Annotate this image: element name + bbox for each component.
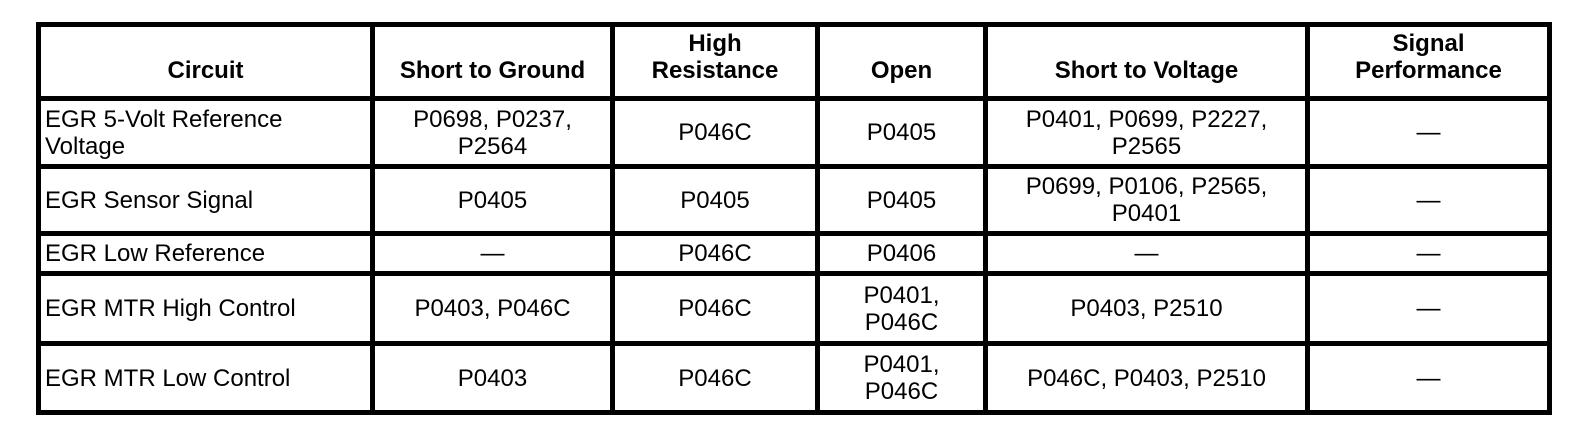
cell-short-to-voltage: P0401, P0699, P2227, P2565 bbox=[983, 96, 1310, 169]
cell-signal-performance: — bbox=[1305, 271, 1552, 346]
column-header-open: Open bbox=[815, 22, 988, 101]
cell-circuit: EGR MTR Low Control bbox=[36, 341, 375, 415]
cell-high-resistance: P0405 bbox=[610, 164, 820, 236]
cell-high-resistance: P046C bbox=[610, 271, 820, 346]
cell-open: P0401, P046C bbox=[815, 341, 988, 415]
cell-short-to-voltage: P046C, P0403, P2510 bbox=[983, 341, 1310, 415]
cell-open: P0405 bbox=[815, 164, 988, 236]
cell-high-resistance: P046C bbox=[610, 231, 820, 276]
table-row: EGR Low Reference — P046C P0406 — — bbox=[36, 231, 1552, 276]
column-header-circuit: Circuit bbox=[36, 22, 375, 101]
cell-short-to-ground: P0403, P046C bbox=[370, 271, 615, 346]
column-header-high-resistance: High Resistance bbox=[610, 22, 820, 101]
cell-short-to-voltage: P0699, P0106, P2565, P0401 bbox=[983, 164, 1310, 236]
header-row: Circuit Short to Ground High Resistance … bbox=[36, 22, 1552, 101]
cell-signal-performance: — bbox=[1305, 341, 1552, 415]
cell-high-resistance: P046C bbox=[610, 96, 820, 169]
column-header-short-to-ground: Short to Ground bbox=[370, 22, 615, 101]
table-row: EGR MTR High Control P0403, P046C P046C … bbox=[36, 271, 1552, 346]
cell-high-resistance: P046C bbox=[610, 341, 820, 415]
cell-signal-performance: — bbox=[1305, 231, 1552, 276]
cell-signal-performance: — bbox=[1305, 96, 1552, 169]
cell-circuit: EGR Low Reference bbox=[36, 231, 375, 276]
cell-short-to-ground: P0698, P0237, P2564 bbox=[370, 96, 615, 169]
dtc-table: Circuit Short to Ground High Resistance … bbox=[36, 22, 1552, 415]
cell-circuit: EGR MTR High Control bbox=[36, 271, 375, 346]
column-header-short-to-voltage: Short to Voltage bbox=[983, 22, 1310, 101]
cell-open: P0405 bbox=[815, 96, 988, 169]
column-header-signal-performance: Signal Performance bbox=[1305, 22, 1552, 101]
cell-signal-performance: — bbox=[1305, 164, 1552, 236]
cell-short-to-ground: P0405 bbox=[370, 164, 615, 236]
cell-short-to-voltage: P0403, P2510 bbox=[983, 271, 1310, 346]
table-row: EGR 5-Volt Reference Voltage P0698, P023… bbox=[36, 96, 1552, 169]
cell-open: P0401, P046C bbox=[815, 271, 988, 346]
cell-short-to-ground: — bbox=[370, 231, 615, 276]
table-row: EGR Sensor Signal P0405 P0405 P0405 P069… bbox=[36, 164, 1552, 236]
cell-short-to-voltage: — bbox=[983, 231, 1310, 276]
cell-circuit: EGR 5-Volt Reference Voltage bbox=[36, 96, 375, 169]
cell-short-to-ground: P0403 bbox=[370, 341, 615, 415]
cell-open: P0406 bbox=[815, 231, 988, 276]
cell-circuit: EGR Sensor Signal bbox=[36, 164, 375, 236]
table-row: EGR MTR Low Control P0403 P046C P0401, P… bbox=[36, 341, 1552, 415]
